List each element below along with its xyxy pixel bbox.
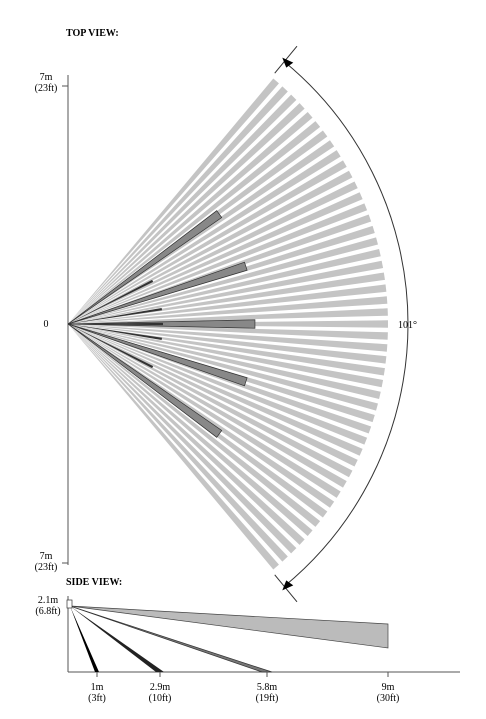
distance-label: (10ft) — [149, 693, 172, 704]
beam — [68, 324, 313, 537]
beam — [68, 78, 279, 324]
label: 7m — [40, 551, 53, 562]
beam — [68, 121, 321, 325]
beam — [68, 324, 388, 352]
beam — [68, 324, 387, 364]
distance-label: 5.8m — [257, 682, 278, 693]
beam — [68, 260, 384, 324]
distance-label: 1m — [91, 682, 104, 693]
distance-label: (3ft) — [88, 693, 106, 704]
beam — [68, 324, 321, 527]
beam — [68, 214, 372, 324]
beam — [68, 324, 279, 570]
beam — [68, 160, 347, 324]
beam — [68, 248, 381, 324]
label: (23ft) — [35, 83, 58, 94]
beam — [68, 324, 347, 488]
beam — [67, 261, 248, 325]
beam — [68, 322, 163, 326]
label: 0 — [44, 319, 49, 330]
beam — [68, 324, 388, 340]
beam — [68, 192, 363, 324]
distances: 1m(3ft) 2.9m(10ft) 5.8m(19ft) 9m(30ft) — [88, 672, 399, 704]
beam — [68, 170, 353, 324]
beam — [68, 324, 368, 445]
beam — [68, 111, 313, 325]
beam — [68, 324, 381, 400]
beam — [68, 324, 372, 434]
beam — [68, 324, 378, 411]
label: (23ft) — [35, 562, 58, 573]
beam — [68, 279, 154, 324]
label: 2.1m — [38, 595, 59, 606]
beam — [67, 210, 223, 325]
beam — [69, 605, 389, 649]
beam — [68, 307, 163, 324]
beam — [68, 203, 368, 324]
distance-label: 2.9m — [150, 682, 171, 693]
beam — [68, 324, 297, 554]
angle-arc — [283, 61, 409, 587]
label: (6.8ft) — [35, 606, 60, 617]
beam — [68, 324, 163, 341]
arrow — [282, 580, 294, 591]
beam — [70, 606, 99, 672]
beam — [68, 324, 363, 456]
beam — [68, 296, 388, 324]
beam — [67, 323, 248, 387]
beam — [68, 324, 305, 545]
beam — [70, 606, 164, 672]
distance-label: (19ft) — [256, 693, 279, 704]
beam — [68, 94, 297, 324]
beam — [68, 324, 384, 388]
beam — [68, 284, 387, 324]
label: 7m — [40, 72, 53, 83]
distance-label: 9m — [382, 682, 395, 693]
beam — [68, 324, 358, 467]
side-view-title: SIDE VIEW: — [66, 577, 122, 588]
fan — [67, 45, 409, 603]
beam — [68, 324, 341, 498]
beam — [68, 181, 358, 324]
arrow — [282, 57, 294, 68]
beam — [68, 324, 288, 562]
beam — [68, 150, 341, 324]
sensor — [66, 599, 73, 609]
beam — [67, 323, 223, 438]
top-view-title: TOP VIEW: — [66, 28, 119, 39]
beam — [68, 324, 154, 369]
beam — [68, 237, 378, 324]
beam — [68, 308, 388, 324]
beam — [68, 324, 353, 478]
distance-label: (30ft) — [377, 693, 400, 704]
beam — [68, 86, 288, 324]
beam — [68, 103, 305, 324]
